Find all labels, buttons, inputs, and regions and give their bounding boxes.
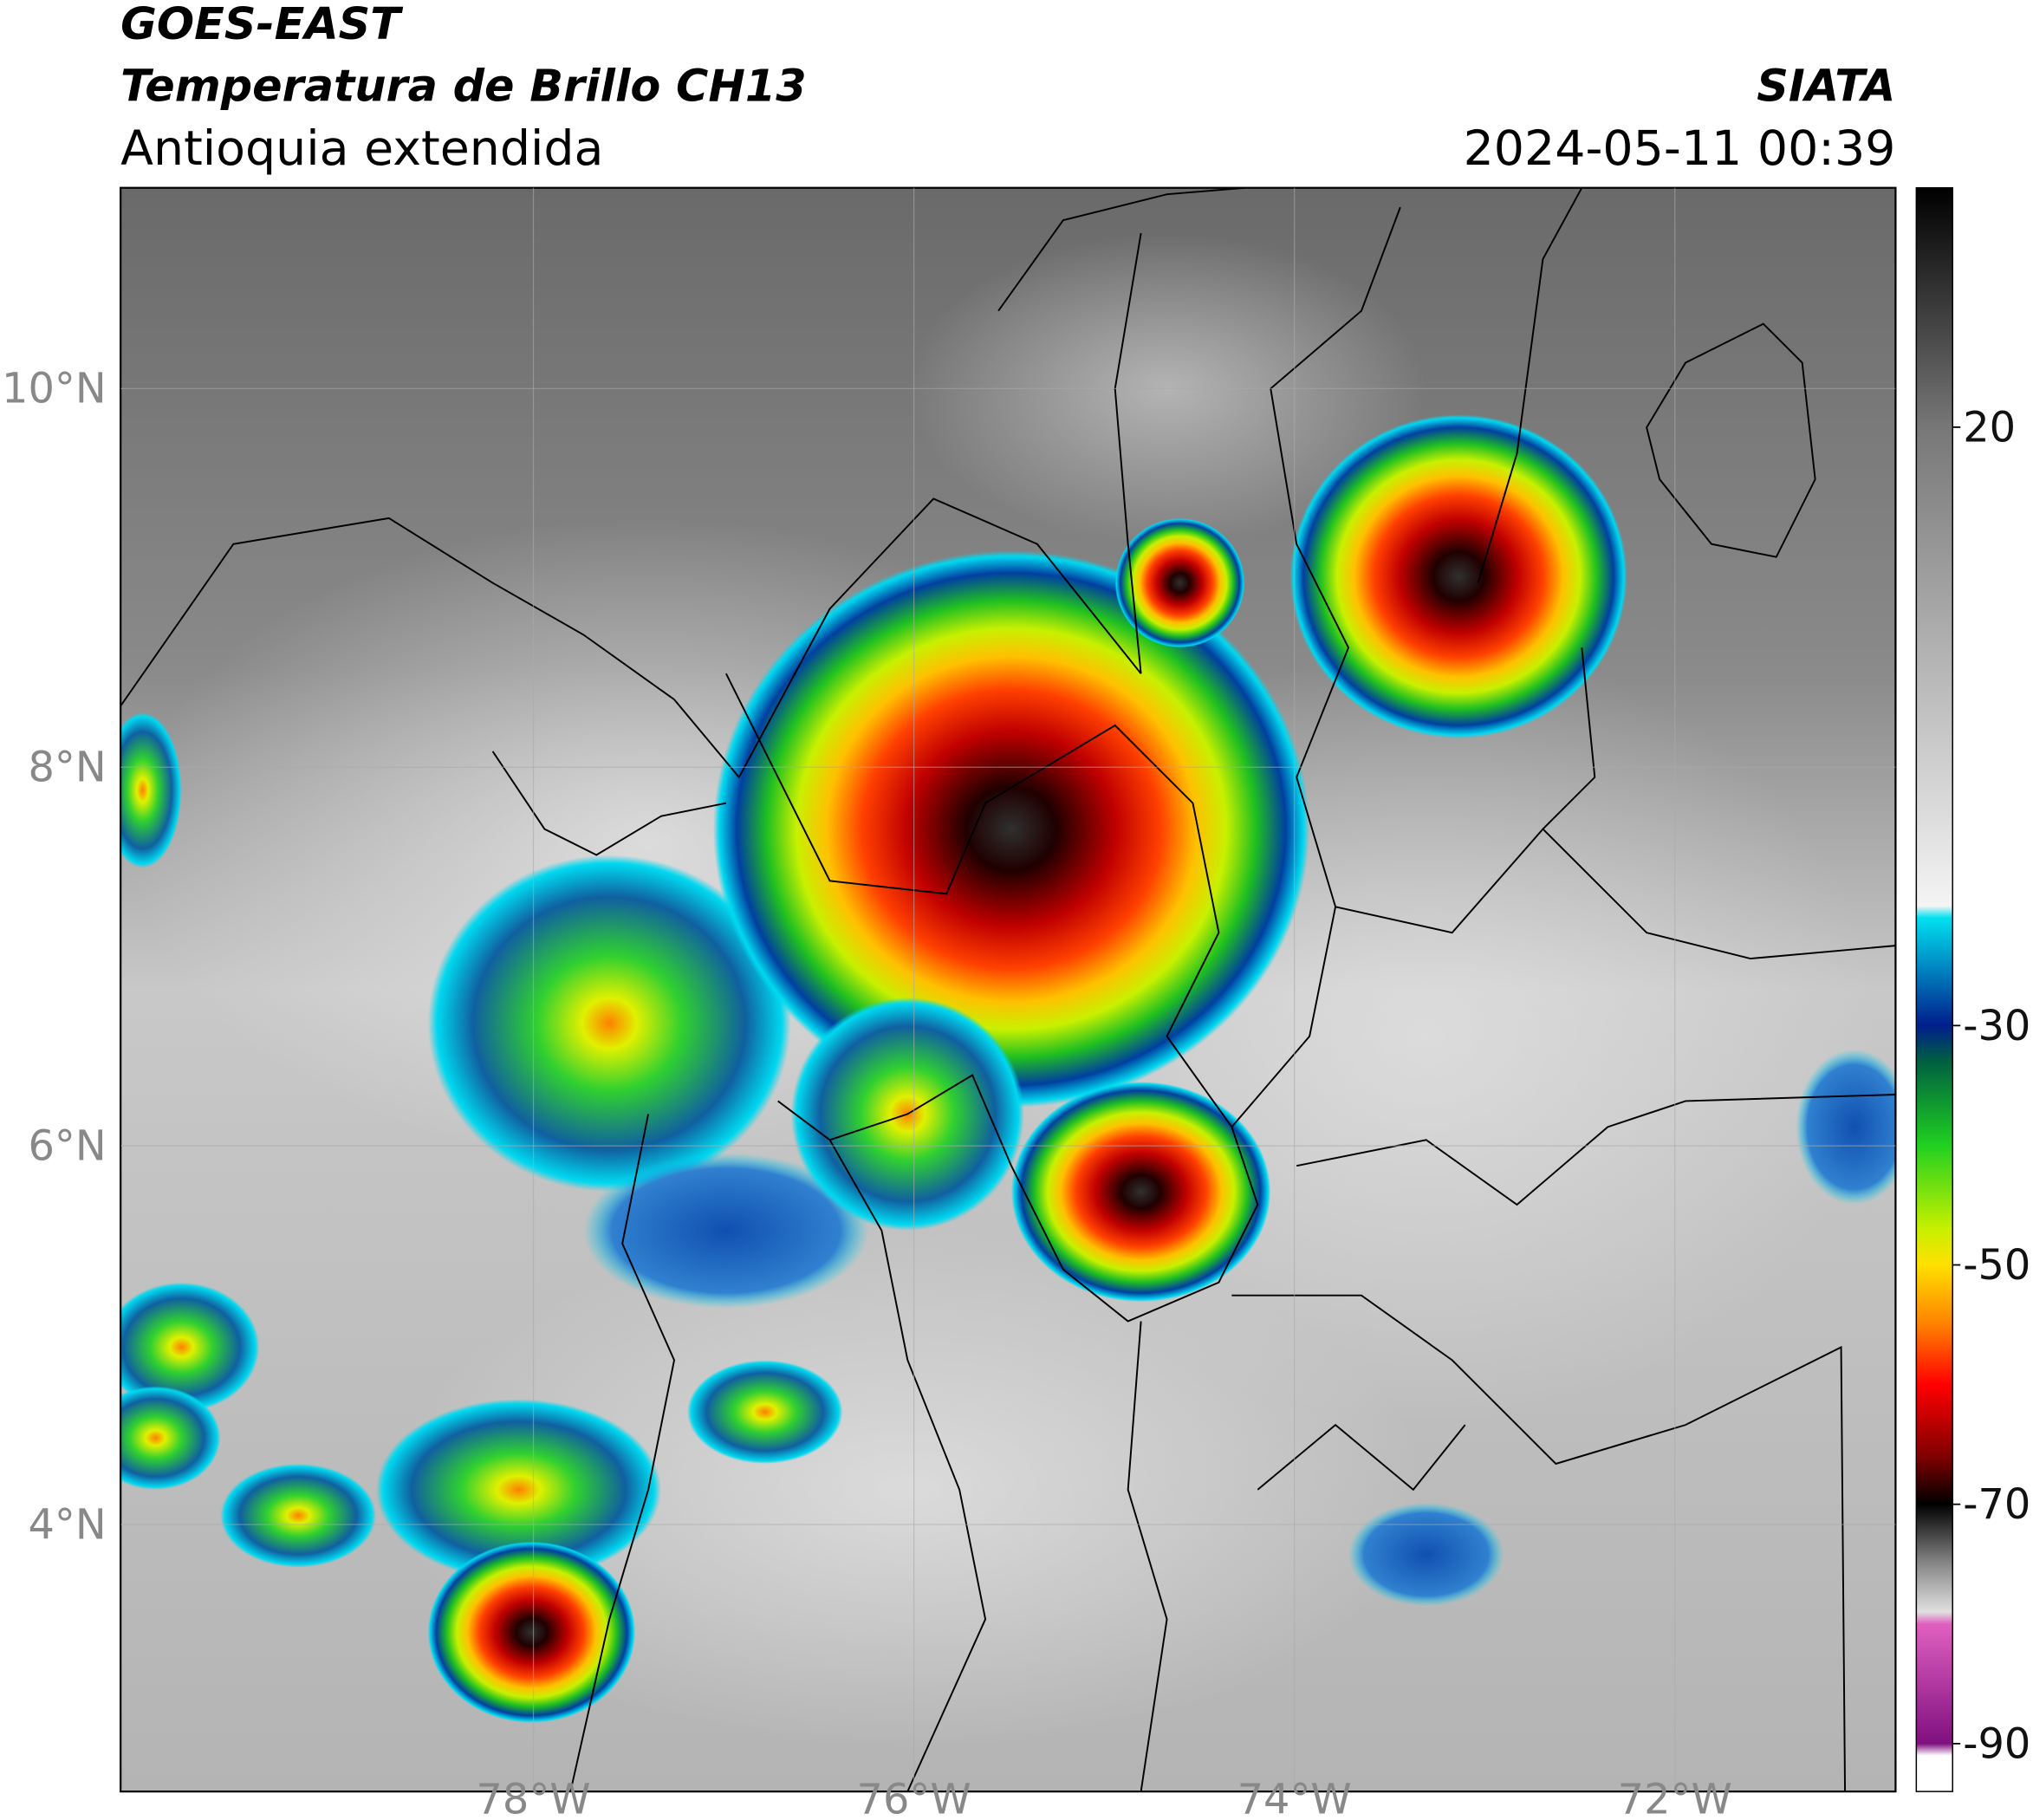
title: Temperatura de Brillo CH13 xyxy=(120,61,807,112)
colorbar xyxy=(1915,186,1953,1792)
colorbar-tick-label: -30 xyxy=(1963,1003,2030,1050)
lat-tick-label: 4°N xyxy=(28,1502,106,1550)
colorbar-tick-label: -70 xyxy=(1963,1481,2030,1529)
datetime: 2024-05-11 00:39 xyxy=(1464,121,1896,177)
lat-tick-label: 8°N xyxy=(28,744,106,792)
lon-tick-label: 74°W xyxy=(1237,1777,1352,1820)
lat-tick-label: 6°N xyxy=(28,1123,106,1171)
lat-tick-label: 10°N xyxy=(2,366,107,413)
region: Antioquia extendida xyxy=(120,121,603,177)
source: GOES-EAST xyxy=(120,0,404,49)
agency: SIATA xyxy=(1757,61,1895,112)
colorbar-tick-label: 20 xyxy=(1963,404,2016,452)
colorbar-tick-label: -90 xyxy=(1963,1720,2030,1768)
lon-tick-label: 76°W xyxy=(857,1777,971,1820)
map-image xyxy=(120,187,1896,1792)
colorbar-tick-label: -50 xyxy=(1963,1242,2030,1290)
lon-tick-label: 78°W xyxy=(476,1777,590,1820)
map-frame xyxy=(120,186,1897,1793)
lon-tick-label: 72°W xyxy=(1618,1777,1732,1820)
